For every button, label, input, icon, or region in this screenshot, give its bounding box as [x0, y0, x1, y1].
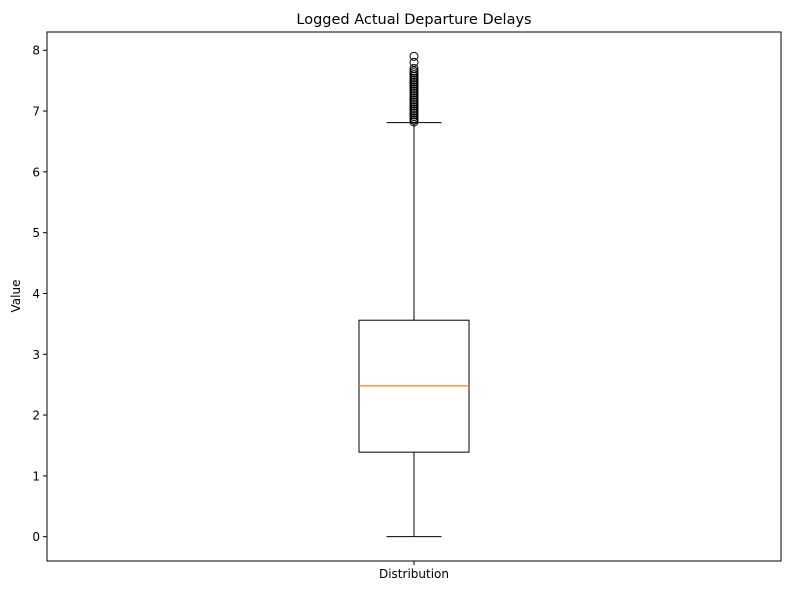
y-axis-label: Value [9, 280, 23, 313]
outlier-point [409, 66, 419, 76]
y-tick-label: 0 [32, 530, 40, 544]
y-tick-label: 5 [32, 226, 40, 240]
y-tick-label: 8 [32, 44, 40, 58]
y-tick-label: 2 [32, 409, 40, 423]
outlier-point [409, 51, 419, 61]
y-tick-label: 6 [32, 165, 40, 179]
x-tick-label: Distribution [379, 567, 449, 581]
y-tick-label: 1 [32, 469, 40, 483]
outlier-point [409, 57, 419, 67]
y-tick-label: 7 [32, 105, 40, 119]
plot-area: 0 1 2 3 4 5 6 7 8 Distribution [32, 44, 470, 581]
y-tick-label: 3 [32, 348, 40, 362]
outlier-point [409, 63, 419, 73]
axes-frame [46, 31, 782, 562]
chart-title: Logged Actual Departure Delays [296, 12, 531, 28]
y-tick-label: 4 [32, 287, 40, 301]
